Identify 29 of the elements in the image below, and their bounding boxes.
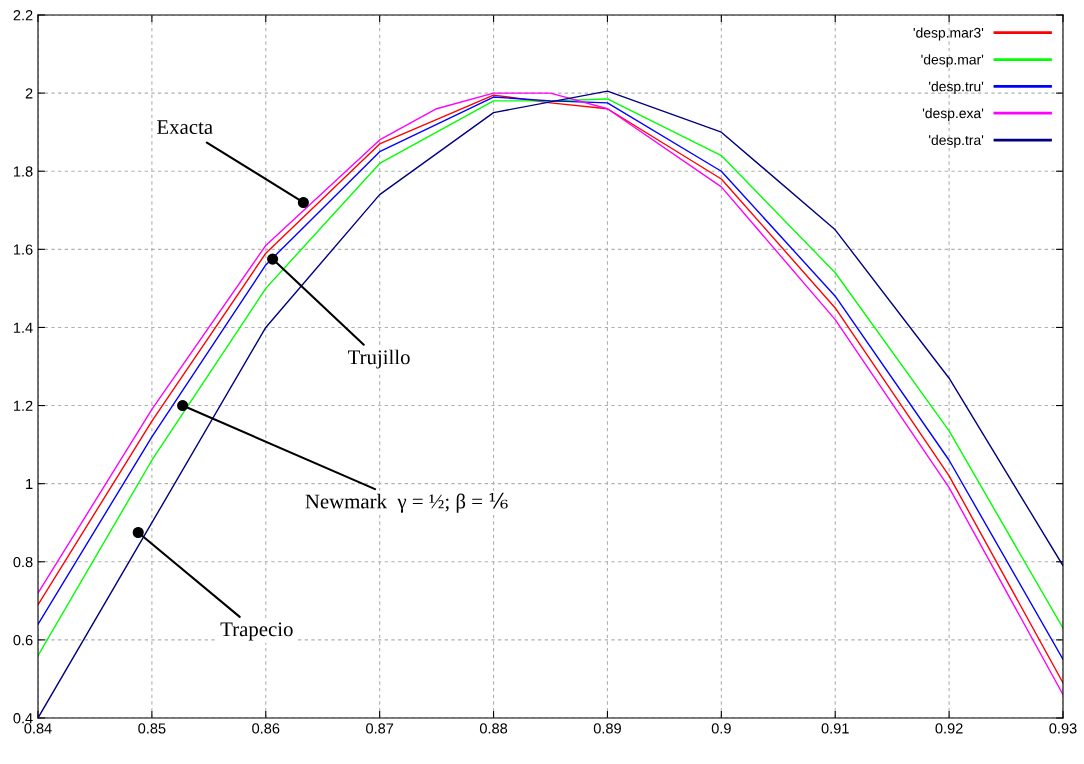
x-tick-label: 0.85 <box>138 723 166 734</box>
legend-label: 'desp.mar3' <box>913 27 984 41</box>
legend-label: 'desp.tra' <box>929 134 984 148</box>
x-tick-label: 0.92 <box>935 723 963 734</box>
x-tick-label: 0.87 <box>366 723 394 734</box>
y-tick-label: 2 <box>25 88 33 99</box>
legend-label: 'desp.mar' <box>921 54 984 68</box>
annotation: Newmark γ = ½; β = ⅙ <box>305 492 508 513</box>
legend-label: 'desp.tru' <box>929 81 984 95</box>
annotation: Exacta <box>157 120 213 135</box>
x-tick-label: 0.88 <box>479 723 508 734</box>
y-tick-label: 1.6 <box>13 244 33 255</box>
y-tick-label: 1.8 <box>13 166 33 177</box>
y-tick-label: 1.2 <box>13 400 33 411</box>
annotation: Trujillo <box>347 349 410 369</box>
x-tick-label: 0.89 <box>593 723 621 734</box>
x-tick-label: 0.84 <box>24 723 52 734</box>
x-tick-label: 0.86 <box>252 723 280 734</box>
legend-label: 'desp.exa' <box>922 108 984 121</box>
x-tick-label: 0.93 <box>1049 723 1077 734</box>
y-tick-label: 0.8 <box>13 556 33 568</box>
annotation: Trapecio <box>220 622 293 641</box>
x-tick-label: 0.91 <box>821 723 849 734</box>
y-tick-label: 2.2 <box>13 10 33 21</box>
y-tick-label: 0.6 <box>13 634 33 646</box>
y-tick-label: 1.4 <box>13 322 33 333</box>
y-tick-label: 0.4 <box>13 713 33 724</box>
x-tick-label: 0.9 <box>711 723 731 734</box>
y-tick-label: 1 <box>26 478 33 489</box>
